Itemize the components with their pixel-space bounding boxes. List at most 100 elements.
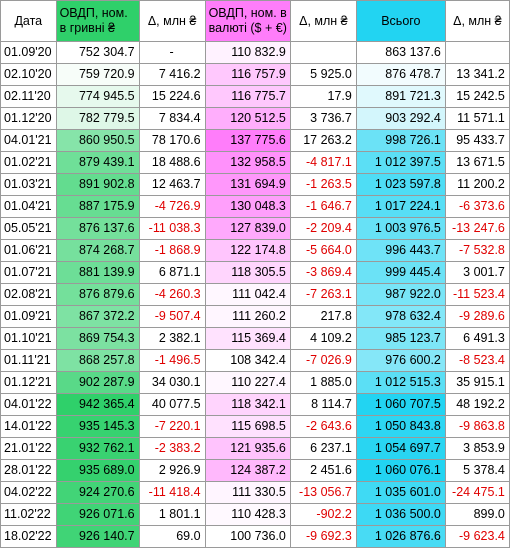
cell-uah-delta: 2 382.1	[138, 327, 206, 350]
cell-fx-delta: 4 109.2	[289, 327, 357, 350]
cell-uah-total: 876 137.6	[55, 217, 140, 240]
cell-grand-total: 1 012 515.3	[355, 371, 446, 394]
cell-date: 01.07'21	[0, 261, 57, 284]
cell-grand-delta: 5 378.4	[444, 459, 510, 482]
table-row: 01.02'21 879 439.1 18 488.6 132 958.5 -4 817…	[0, 151, 510, 174]
cell-fx-delta: -1 646.7	[289, 195, 357, 218]
cell-grand-total: 1 023 597.8	[355, 173, 446, 196]
cell-grand-delta: 3 853.9	[444, 437, 510, 460]
table-row: 01.03'21 891 902.8 12 463.7 131 694.9 -1 263…	[0, 173, 510, 196]
cell-grand-total: 1 035 601.0	[355, 481, 446, 504]
cell-fx-total: 130 048.3	[204, 195, 291, 218]
cell-fx-delta: 1 885.0	[289, 371, 357, 394]
table-row: 02.10'20 759 720.9 7 416.2 116 757.9 5 925.0…	[0, 63, 510, 86]
cell-date: 28.01'22	[0, 459, 57, 482]
table-row: 14.01'22 935 145.3 -7 220.1 115 698.5 -2 643…	[0, 415, 510, 438]
cell-uah-total: 774 945.5	[55, 85, 140, 108]
cell-grand-total: 903 292.4	[355, 107, 446, 130]
cell-fx-total: 137 775.6	[204, 129, 291, 152]
table-row: 01.09'20 752 304.7-110 832.9 863 137.6	[0, 41, 510, 64]
cell-date: 04.02'22	[0, 481, 57, 504]
cell-date: 14.01'22	[0, 415, 57, 438]
cell-uah-delta: 78 170.6	[138, 129, 206, 152]
cell-date: 01.09'21	[0, 305, 57, 328]
table-row: 21.01'22 932 762.1 -2 383.2 121 935.6 6 237.…	[0, 437, 510, 460]
cell-date: 05.05'21	[0, 217, 57, 240]
table-row: 05.05'21 876 137.6 -11 038.3 127 839.0 -2 20…	[0, 217, 510, 240]
cell-fx-total: 131 694.9	[204, 173, 291, 196]
cell-uah-total: 891 902.8	[55, 173, 140, 196]
cell-fx-delta: -4 817.1	[289, 151, 357, 174]
header-uah: ОВДП, ном. в гривні ₴	[55, 0, 140, 42]
cell-fx-total: 100 736.0	[204, 525, 291, 548]
table-row: 04.01'21 860 950.5 78 170.6 137 775.6 17 263…	[0, 129, 510, 152]
cell-fx-delta: -1 263.5	[289, 173, 357, 196]
cell-fx-total: 122 174.8	[204, 239, 291, 262]
cell-grand-delta: 95 433.7	[444, 129, 510, 152]
cell-uah-total: 887 175.9	[55, 195, 140, 218]
header-uah-line2: в гривні ₴	[59, 21, 115, 35]
cell-date: 01.02'21	[0, 151, 57, 174]
cell-fx-delta: -7 026.9	[289, 349, 357, 372]
cell-uah-delta: 69.0	[138, 525, 206, 548]
cell-uah-delta: -	[138, 41, 206, 64]
header-uah-line1: ОВДП, ном.	[59, 6, 128, 20]
cell-grand-total: 996 443.7	[355, 239, 446, 262]
cell-fx-total: 110 832.9	[204, 41, 291, 64]
cell-grand-delta: -11 523.4	[444, 283, 510, 306]
cell-date: 11.02'22	[0, 503, 57, 526]
cell-fx-total: 108 342.4	[204, 349, 291, 372]
cell-grand-total: 1 060 707.5	[355, 393, 446, 416]
cell-uah-total: 902 287.9	[55, 371, 140, 394]
cell-grand-delta: -13 247.6	[444, 217, 510, 240]
cell-fx-total: 118 305.5	[204, 261, 291, 284]
cell-fx-delta: 217.8	[289, 305, 357, 328]
table-row: 02.11'20 774 945.5 15 224.6 116 775.7 17.9 89…	[0, 85, 510, 108]
cell-grand-total: 998 726.1	[355, 129, 446, 152]
cell-fx-delta: -9 692.3	[289, 525, 357, 548]
cell-fx-delta: 2 451.6	[289, 459, 357, 482]
cell-grand-total: 987 922.0	[355, 283, 446, 306]
cell-grand-total: 999 445.4	[355, 261, 446, 284]
cell-fx-total: 120 512.5	[204, 107, 291, 130]
cell-grand-total: 976 600.2	[355, 349, 446, 372]
cell-fx-delta: -5 664.0	[289, 239, 357, 262]
cell-uah-total: 876 879.6	[55, 283, 140, 306]
table-row: 04.02'22 924 270.6 -11 418.4 111 330.5 -13 0…	[0, 481, 510, 504]
cell-fx-total: 118 342.1	[204, 393, 291, 416]
cell-grand-total: 876 478.7	[355, 63, 446, 86]
header-delta-uah: Δ, млн ₴	[138, 0, 206, 42]
cell-date: 01.04'21	[0, 195, 57, 218]
cell-uah-delta: -1 868.9	[138, 239, 206, 262]
cell-uah-total: 752 304.7	[55, 41, 140, 64]
cell-date: 04.01'22	[0, 393, 57, 416]
cell-grand-delta: 6 491.3	[444, 327, 510, 350]
cell-grand-delta: -9 623.4	[444, 525, 510, 548]
cell-uah-total: 881 139.9	[55, 261, 140, 284]
cell-uah-total: 932 762.1	[55, 437, 140, 460]
cell-fx-delta: 5 925.0	[289, 63, 357, 86]
cell-fx-delta: -2 209.4	[289, 217, 357, 240]
cell-uah-delta: 12 463.7	[138, 173, 206, 196]
cell-date: 18.02'22	[0, 525, 57, 548]
cell-grand-delta: 35 915.1	[444, 371, 510, 394]
cell-fx-total: 127 839.0	[204, 217, 291, 240]
cell-uah-delta: 1 801.1	[138, 503, 206, 526]
cell-uah-delta: 15 224.6	[138, 85, 206, 108]
cell-grand-delta: -6 373.6	[444, 195, 510, 218]
cell-uah-total: 926 071.6	[55, 503, 140, 526]
cell-fx-total: 121 935.6	[204, 437, 291, 460]
header-fx-line2: валюті ($ + €)	[208, 21, 287, 35]
cell-grand-delta: -8 523.4	[444, 349, 510, 372]
cell-fx-total: 124 387.2	[204, 459, 291, 482]
cell-date: 01.11'21	[0, 349, 57, 372]
cell-date: 01.10'21	[0, 327, 57, 350]
cell-fx-delta: 6 237.1	[289, 437, 357, 460]
cell-grand-delta	[444, 41, 510, 64]
cell-fx-total: 110 227.4	[204, 371, 291, 394]
cell-grand-delta: 899.0	[444, 503, 510, 526]
table-row: 04.01'22 942 365.4 40 077.5 118 342.1 8 114.…	[0, 393, 510, 416]
cell-uah-total: 926 140.7	[55, 525, 140, 548]
cell-uah-total: 935 689.0	[55, 459, 140, 482]
